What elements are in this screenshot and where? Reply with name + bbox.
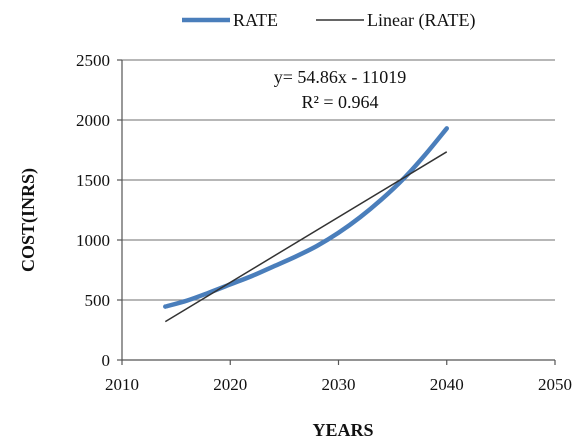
y-tick-label-2000: 2000 [76,111,110,130]
x-axis-title: YEARS [312,420,373,440]
legend-label-rate: RATE [233,10,278,30]
x-tick-label-2020: 2020 [213,375,247,394]
r-squared-value: R² = 0.964 [301,92,378,112]
y-axis-title: COST(INRS) [18,168,39,272]
y-tick-label-1500: 1500 [76,171,110,190]
series-line-linear-rate [164,151,448,323]
gridlines [122,59,555,301]
x-tick-label-2040: 2040 [430,375,464,394]
series-line-rate [163,126,449,309]
y-tick-label-1000: 1000 [76,231,110,250]
series-lines [163,126,449,323]
y-tick-label-0: 0 [102,351,111,370]
y-tick-label-500: 500 [85,291,111,310]
legend: RATE Linear (RATE) [182,10,475,31]
legend-label-linear-rate: Linear (RATE) [367,10,475,31]
x-tick-label-2050: 2050 [538,375,572,394]
x-tick-label-2010: 2010 [105,375,139,394]
x-tick-label-2030: 2030 [322,375,356,394]
axes: 0 500 1000 1500 2000 2500 2010 2020 2030 2040 2050 [76,51,572,394]
trendline-equation: y= 54.86x - 11019 [274,67,406,87]
y-tick-label-2500: 2500 [76,51,110,70]
